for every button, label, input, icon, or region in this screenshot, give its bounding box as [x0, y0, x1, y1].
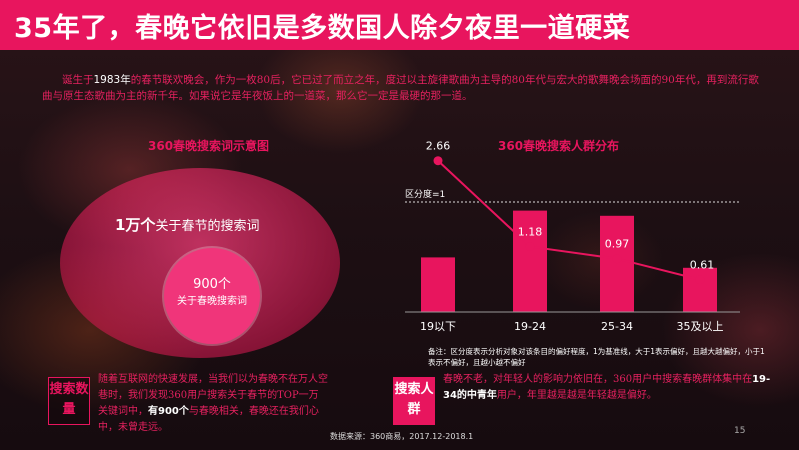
chart-title: 360春晚搜索人群分布 — [498, 139, 620, 153]
search-population-text: 春晚不老，对年轻人的影响力依旧在，360用户中搜索春晚群体集中在19-34的中青… — [443, 372, 773, 404]
search-volume-text-part1: 随着互联网的快速发展，当我们以为春晚不在万人空巷时，我们发现360用户搜索关于春… — [98, 374, 328, 417]
inner-count: 900个 — [193, 277, 231, 292]
intro-prefix: 诞生于 — [62, 74, 94, 86]
inner-circle — [164, 248, 260, 344]
chart-note: 备注：区分度表示分析对象对该条目的偏好程度，1为基准线，大于1表示偏好，且越大越… — [428, 347, 765, 367]
category-label-3: 35及以上 — [677, 320, 724, 333]
bar-3 — [683, 267, 717, 312]
search-population-text-part1: 春晚不老，对年轻人的影响力依旧在，360用户中搜索春晚群体集中在 — [443, 374, 753, 385]
category-label-0: 19以下 — [420, 320, 456, 333]
inner-text: 关于春晚搜索词 — [177, 296, 247, 307]
data-source: 数据来源：360商易，2017.12-2018.1 — [330, 432, 474, 441]
bar-1 — [513, 210, 547, 312]
search-population-chart: 区分度=1 19以下 19-24 25-34 35及以上 2.66 1.18 0.97 0.61 — [405, 140, 740, 333]
line-point-0 — [433, 156, 443, 166]
distinction-line — [437, 159, 701, 281]
search-volume-text: 随着互联网的快速发展，当我们以为春晚不在万人空巷时，我们发现360用户搜索关于春… — [98, 372, 328, 436]
search-population-highlight: 19-34的中青年 — [443, 374, 771, 401]
category-label-1: 19-24 — [514, 320, 546, 333]
outer-count: 1万个 — [115, 216, 156, 234]
reference-line-label: 区分度=1 — [405, 188, 445, 200]
value-label-0: 2.66 — [426, 140, 451, 153]
value-label-3: 0.61 — [690, 259, 715, 272]
search-population-text-part2: 用户，年里越是越是年轻越是偏好。 — [496, 390, 657, 401]
bar-2 — [600, 215, 634, 312]
title-bar: 35年了，春晚它依旧是多数国人除夕夜里一道硬菜 — [0, 0, 799, 50]
intro-paragraph: 诞生于1983年的春节联欢晚会，作为一枚80后，它已过了而立之年，度过以主旋律歌… — [42, 72, 760, 104]
search-volume-tag: 搜索数量 — [48, 377, 90, 425]
search-volume-highlight: 有900个 — [148, 406, 189, 417]
left-panel-title: 360春晚搜索词示意图 — [148, 139, 270, 153]
line-point-3 — [695, 275, 705, 285]
bar-0 — [421, 257, 455, 312]
outer-label: 1万个关于春节的搜索词 — [115, 214, 259, 235]
search-population-tag: 搜索人群 — [393, 377, 435, 425]
line-point-1 — [525, 242, 535, 252]
page-title: 35年了，春晚它依旧是多数国人除夕夜里一道硬菜 — [14, 13, 631, 44]
intro-year: 1983年 — [93, 74, 131, 86]
intro-text: 的春节联欢晚会，作为一枚80后，它已过了而立之年，度过以主旋律歌曲为主导的80年… — [42, 74, 759, 102]
line-point-2 — [612, 254, 622, 264]
outer-text: 关于春节的搜索词 — [155, 219, 260, 234]
page-number: 15 — [734, 426, 746, 436]
value-label-2: 0.97 — [605, 238, 630, 251]
value-label-1: 1.18 — [518, 226, 543, 239]
search-volume-text-part2: 与春晚相关，春晚还在我们心中，未曾走远。 — [98, 406, 319, 433]
category-label-2: 25-34 — [601, 320, 633, 333]
